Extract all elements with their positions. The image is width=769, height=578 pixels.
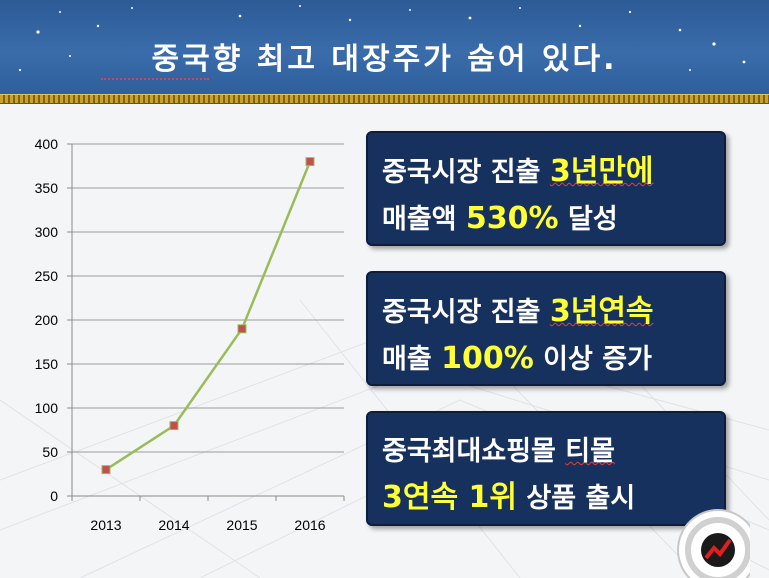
y-tick-label: 250 xyxy=(35,268,59,284)
spellcheck-underline xyxy=(101,75,209,80)
box2-line2-suffix: 이상 증가 xyxy=(533,344,652,375)
info-box-1: 중국시장 진출 3년만에 매출액 530% 달성 xyxy=(366,131,726,246)
data-point xyxy=(169,421,179,431)
header-banner: 중국향 최고 대장주가 숨어 있다. xyxy=(0,0,769,94)
box1-line2-suffix: 달성 xyxy=(558,204,618,235)
info-box-3: 중국최대쇼핑몰 티몰 3연속 1위 상품 출시 xyxy=(366,411,726,526)
line-chart: 0 50 100 150 200 250 300 350 400 2013 2014 2015 2016 xyxy=(0,128,345,548)
box3-line2-suffix: 상품 출시 xyxy=(517,483,636,514)
y-tick-label: 100 xyxy=(35,400,59,416)
star-field xyxy=(18,5,746,72)
y-tick-label: 400 xyxy=(35,136,59,152)
box3-line1-highlight: 티몰 xyxy=(565,436,615,467)
x-tick-label: 2013 xyxy=(90,517,121,533)
box2-line1-highlight: 3년연속 xyxy=(549,294,654,329)
x-tick-label: 2014 xyxy=(158,517,189,533)
x-tick-label: 2015 xyxy=(226,517,257,533)
series-line xyxy=(105,161,312,471)
y-tick-label: 0 xyxy=(50,488,58,504)
page-title: 중국향 최고 대장주가 숨어 있다. xyxy=(151,42,618,77)
box2-line2-highlight: 100% xyxy=(441,341,534,376)
box1-line1-highlight: 3년만에 xyxy=(549,154,654,189)
gold-divider-band xyxy=(0,94,769,104)
y-tick-label: 50 xyxy=(42,444,58,460)
y-tick-label: 350 xyxy=(35,180,59,196)
box2-line1-text: 중국시장 진출 xyxy=(382,297,550,328)
y-tick-label: 150 xyxy=(35,356,59,372)
brand-logo-icon xyxy=(677,509,750,578)
chart-svg: 0 50 100 150 200 250 300 350 400 2013 2014 2015 2016 xyxy=(35,136,345,533)
box1-line2-text: 매출액 xyxy=(382,204,466,235)
x-tick-label: 2016 xyxy=(294,517,325,533)
box3-line1-text: 중국최대쇼핑몰 xyxy=(382,436,566,467)
box3-line2-highlight: 3연속 1위 xyxy=(382,480,517,515)
box2-line2-text: 매출 xyxy=(382,344,442,375)
box1-line1-text: 중국시장 진출 xyxy=(382,157,550,188)
data-point xyxy=(101,465,111,475)
data-point xyxy=(305,157,315,167)
info-box-2: 중국시장 진출 3년연속 매출 100% 이상 증가 xyxy=(366,271,726,386)
box1-line2-highlight: 530% xyxy=(465,201,559,236)
y-tick-label: 200 xyxy=(35,312,59,328)
y-tick-label: 300 xyxy=(35,224,59,240)
data-point xyxy=(237,324,247,334)
